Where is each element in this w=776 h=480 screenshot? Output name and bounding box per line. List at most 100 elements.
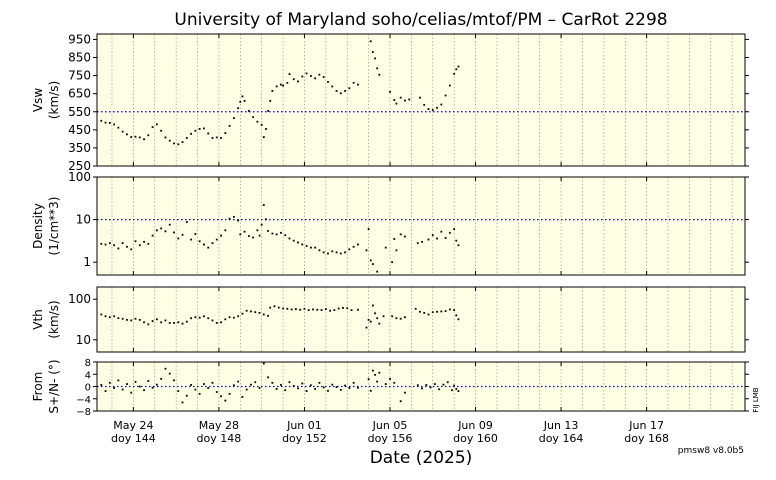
data-point (335, 251, 338, 254)
data-point (194, 316, 197, 319)
data-point (331, 85, 334, 88)
data-point (265, 218, 267, 221)
data-point (288, 237, 291, 240)
data-point (391, 261, 394, 264)
data-point (316, 308, 319, 311)
data-point (389, 377, 391, 380)
data-point (113, 123, 116, 126)
data-point (337, 307, 340, 310)
data-point (275, 388, 278, 390)
data-point (436, 310, 438, 313)
data-point (207, 246, 210, 249)
data-point (256, 229, 259, 232)
data-point (215, 238, 218, 241)
data-point (284, 234, 287, 237)
data-point (440, 103, 443, 106)
y-axis-label-units: (km/s) (47, 81, 61, 119)
data-point (252, 236, 255, 239)
data-point (138, 136, 141, 139)
y-tick-label: 650 (68, 87, 91, 101)
data-point (282, 307, 284, 310)
data-point (453, 72, 456, 75)
version-label: pmsw8 v8.0b5 (678, 446, 744, 456)
data-point (151, 234, 154, 237)
data-point (113, 315, 116, 318)
data-point (455, 388, 458, 390)
panel-frame (96, 286, 746, 353)
y-tick-label: 750 (68, 69, 91, 83)
data-point (346, 307, 349, 310)
y-tick-label: 350 (68, 141, 91, 155)
data-point (185, 221, 188, 223)
data-point (292, 78, 295, 81)
data-point (267, 376, 269, 379)
data-point (155, 318, 158, 321)
y-axis-label-units: (km/s) (47, 300, 61, 338)
data-point (215, 391, 218, 393)
data-point (371, 263, 374, 266)
data-point (446, 381, 449, 384)
data-point (312, 308, 314, 311)
data-point (344, 90, 346, 92)
data-point (399, 96, 402, 99)
data-point (177, 143, 180, 146)
y-axis-label: Vth (31, 309, 45, 330)
data-point (324, 308, 327, 311)
data-point (232, 117, 235, 119)
data-point (455, 314, 458, 317)
data-point (198, 128, 201, 130)
data-point (203, 243, 205, 246)
panel-background (97, 287, 745, 352)
data-point (247, 109, 250, 112)
data-point (143, 389, 145, 392)
x-tick-doy-label: doy 168 (624, 432, 669, 445)
data-point (155, 383, 158, 386)
data-point (151, 126, 154, 129)
data-point (305, 72, 308, 75)
data-point (164, 230, 167, 233)
data-point (104, 121, 107, 124)
data-point (239, 100, 242, 103)
data-point (215, 136, 218, 139)
data-point (309, 75, 312, 77)
data-point (367, 378, 370, 381)
data-point (434, 383, 436, 385)
data-point (203, 127, 205, 130)
data-point (203, 383, 205, 385)
data-point (378, 322, 381, 325)
data-point (138, 244, 141, 247)
data-point (329, 309, 332, 312)
data-point (357, 308, 359, 311)
data-point (318, 249, 321, 252)
data-point (395, 249, 398, 252)
data-point (288, 73, 291, 76)
data-point (404, 99, 406, 102)
data-point (117, 126, 120, 129)
data-point (277, 306, 280, 309)
data-point (220, 321, 222, 324)
data-point (177, 237, 180, 240)
y-tick-label: 100 (68, 292, 91, 306)
data-point (211, 242, 214, 245)
data-point (369, 389, 372, 392)
data-point (275, 85, 278, 88)
data-point (455, 68, 458, 71)
data-point (448, 84, 451, 87)
y-tick-label: 10 (76, 333, 91, 347)
chart-title: University of Maryland soho/celias/mtof/… (174, 10, 667, 30)
data-point (314, 77, 317, 80)
panel-frame (96, 176, 746, 276)
data-point (427, 108, 430, 110)
data-point (155, 229, 158, 232)
data-point (339, 92, 342, 95)
data-point (322, 386, 325, 389)
data-point (290, 308, 293, 311)
data-point (177, 390, 180, 392)
data-point (367, 228, 370, 230)
data-point (134, 240, 137, 243)
data-point (241, 95, 244, 98)
data-point (309, 246, 312, 249)
data-point (367, 318, 370, 321)
data-point (455, 239, 458, 242)
